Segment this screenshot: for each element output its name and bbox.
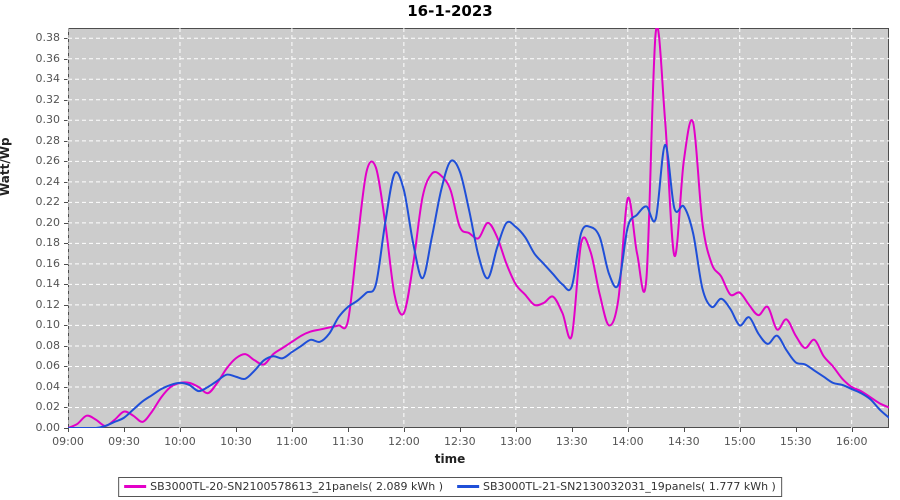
y-tick-mark [64,58,68,60]
y-tick-label: 0.12 [35,297,61,311]
y-tick-label: 0.14 [35,277,61,291]
y-tick-mark [64,366,68,368]
y-tick-label: 0.18 [35,236,61,250]
x-tick-label: 12:00 [388,435,420,448]
y-tick-mark [64,325,68,327]
x-tick-label: 13:00 [499,435,532,448]
y-tick-label: 0.22 [35,195,61,209]
x-tick-label: 09:30 [108,435,140,448]
grid-lines [67,28,889,428]
legend-label-series-0: SB3000TL-20-SN2100578613_21panels( 2.089… [150,480,443,493]
y-tick-mark [64,99,68,101]
x-tick-mark [291,428,293,432]
x-tick-mark [739,428,741,432]
x-tick-mark [403,428,405,432]
x-tick-label: 10:30 [220,435,252,448]
x-tick-mark [347,428,349,432]
y-tick-mark [64,428,68,429]
x-tick-mark [627,428,629,432]
y-tick-mark [64,222,68,224]
legend-entry-1[interactable]: SB3000TL-21-SN2130032031_19panels( 1.777… [457,480,776,493]
x-tick-label: 14:00 [611,435,644,448]
y-tick-mark [64,386,68,388]
y-tick-label: 0.24 [35,174,61,188]
y-tick-label: 0.00 [35,421,61,434]
y-tick-mark [64,263,68,265]
x-tick-mark [235,428,237,432]
x-tick-label: 09:00 [52,435,84,448]
y-tick-label: 0.30 [35,113,61,127]
series-line-0 [68,28,889,428]
y-tick-mark [64,345,68,347]
y-tick-mark [64,120,68,122]
y-tick-label: 0.20 [35,215,61,229]
y-tick-label: 0.38 [35,31,61,45]
x-tick-mark [123,428,125,432]
y-axis-label: Watt/Wp [0,137,12,196]
chart-legend: SB3000TL-20-SN2100578613_21panels( 2.089… [118,477,782,497]
x-tick-label: 12:30 [443,435,476,448]
data-series-lines [68,28,889,428]
y-tick-label: 0.02 [35,400,61,414]
x-tick-mark [459,428,461,432]
y-tick-mark [64,243,68,245]
plot-wrapper [67,28,889,428]
x-tick-mark [851,428,853,432]
series-line-1 [68,143,889,428]
y-tick-label: 0.26 [35,154,61,168]
x-tick-label: 15:30 [779,435,812,448]
legend-swatch-series-1 [457,485,479,488]
x-tick-label: 10:00 [164,435,196,448]
y-tick-mark [64,407,68,409]
y-tick-mark [64,140,68,142]
x-tick-label: 11:30 [332,435,364,448]
y-tick-mark [64,161,68,163]
y-tick-mark [64,181,68,183]
x-tick-label: 11:00 [276,435,308,448]
x-tick-mark [683,428,685,432]
legend-entry-0[interactable]: SB3000TL-20-SN2100578613_21panels( 2.089… [124,480,443,493]
legend-swatch-series-0 [124,485,147,488]
x-tick-mark [571,428,573,432]
y-tick-mark [64,38,68,40]
plot-area [68,28,889,428]
y-tick-mark [64,79,68,81]
chart-title: 16-1-2023 [407,2,493,20]
x-tick-label: 16:00 [835,435,868,448]
y-tick-label: 0.28 [35,133,61,147]
y-tick-mark [64,284,68,286]
y-tick-label: 0.10 [35,318,61,332]
x-tick-label: 15:00 [723,435,756,448]
legend-label-series-1: SB3000TL-21-SN2130032031_19panels( 1.777… [483,480,776,493]
x-axis-label: time [434,452,466,466]
x-tick-mark [68,428,69,432]
y-tick-label: 0.08 [35,338,61,352]
y-tick-mark [64,304,68,306]
x-tick-mark [179,428,181,432]
y-tick-label: 0.34 [35,72,61,86]
x-tick-mark [515,428,517,432]
y-tick-mark [64,202,68,204]
x-tick-mark [795,428,797,432]
y-tick-label: 0.32 [35,92,61,106]
y-tick-label: 0.04 [35,379,61,393]
y-tick-label: 0.16 [35,256,61,270]
x-tick-label: 14:30 [667,435,700,448]
y-tick-label: 0.36 [35,51,61,65]
x-tick-label: 13:30 [555,435,588,448]
y-tick-label: 0.06 [35,359,61,373]
